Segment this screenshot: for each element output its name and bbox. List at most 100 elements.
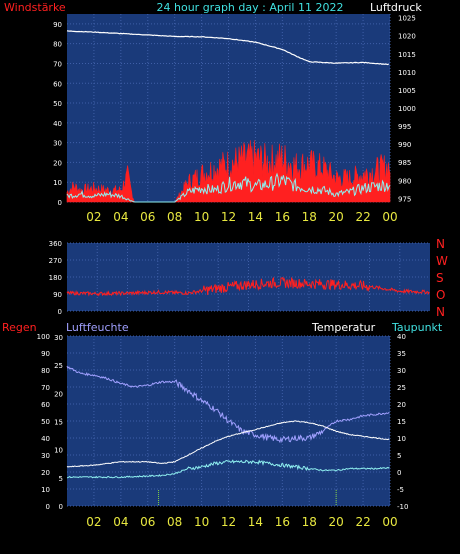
humidity-tick-label: 20 <box>41 469 50 477</box>
x-tick-label: 16 <box>275 210 290 224</box>
temp-tick-label: 15 <box>397 418 406 426</box>
rain-tick-label: 25 <box>54 362 63 370</box>
rain-tick-label: 10 <box>54 447 63 455</box>
humidity-tick-label: 30 <box>41 452 50 460</box>
compass-tick-label: S <box>436 271 444 285</box>
x-tick-label: 06 <box>140 515 155 529</box>
y2-tick-label: 1020 <box>398 33 416 41</box>
x-tick-label: 12 <box>221 515 236 529</box>
y-tick-label: 30 <box>53 140 62 148</box>
regen-axis: 0 10 20 30 40 50 60 70 80 90 100 <box>37 333 50 511</box>
y-tick-label: 90 <box>53 21 62 29</box>
temp-tick-label: 35 <box>397 350 406 358</box>
humidity-series <box>66 365 390 444</box>
wind-direction-series <box>66 276 430 297</box>
y-tick-label: 50 <box>53 100 62 108</box>
y2-tick-label: 1000 <box>398 105 416 113</box>
y-tick-label: 90 <box>53 291 62 299</box>
y-tick-label: 180 <box>49 274 62 282</box>
temp-tick-label: 40 <box>397 333 406 341</box>
humidity-tick-label: 90 <box>41 350 50 358</box>
y2-tick-label: 1005 <box>398 87 416 95</box>
luftdruck-label: Luftdruck <box>370 1 422 14</box>
x-tick-label: 04 <box>113 210 128 224</box>
humidity-tick-label: 100 <box>37 333 50 341</box>
x-tick-label: 18 <box>302 515 317 529</box>
wind-gust-series <box>66 140 391 203</box>
x-tick-label: 08 <box>167 210 182 224</box>
rain-tick-label: 0 <box>59 503 63 511</box>
humidity-tick-label: 70 <box>41 384 50 392</box>
luftfeuchte-label: Luftfeuchte <box>66 321 129 334</box>
rain-tick-label: 15 <box>54 419 63 427</box>
temp-tick-label: -5 <box>397 486 404 494</box>
x-tick-label: 14 <box>248 210 263 224</box>
windstaerke-label: Windstärke <box>4 1 66 14</box>
temp-tick-label: 5 <box>397 452 401 460</box>
wind-direction-grid <box>67 242 430 312</box>
temp-tick-label: 10 <box>397 435 406 443</box>
y2-tick-label: 990 <box>398 141 411 149</box>
y-tick-label: 270 <box>49 257 62 265</box>
pressure-series <box>66 30 389 66</box>
temp-tick-label: -10 <box>397 503 408 511</box>
temp-tick-label: 25 <box>397 384 406 392</box>
y2-tick-label: 985 <box>398 159 411 167</box>
rain-tick-label: 20 <box>54 390 63 398</box>
x-tick-label: 02 <box>86 515 101 529</box>
x-tick-label: 12 <box>221 210 236 224</box>
y2-tick-label: 1010 <box>398 69 416 77</box>
temp-tick-label: 30 <box>397 367 406 375</box>
wind-pressure-x-axis: 02 04 06 08 10 12 14 16 18 20 22 00 <box>86 210 397 224</box>
temp-tick-label: 20 <box>397 401 406 409</box>
y2-tick-label: 995 <box>398 123 411 131</box>
humidity-tick-label: 10 <box>41 486 50 494</box>
direction-degree-axis: 360 270 180 90 0 <box>49 240 62 316</box>
x-tick-label: 10 <box>194 210 209 224</box>
temperature-series <box>66 420 390 468</box>
y2-tick-label: 1025 <box>398 15 416 23</box>
y2-tick-label: 975 <box>398 195 411 203</box>
x-tick-label: 18 <box>302 210 317 224</box>
x-tick-label: 22 <box>355 515 370 529</box>
temp-humidity-series <box>66 365 390 479</box>
x-tick-label: 00 <box>382 515 397 529</box>
dewpoint-series <box>66 459 390 479</box>
rain-tick-label: 30 <box>54 334 63 342</box>
x-tick-label: 14 <box>248 515 263 529</box>
y-tick-label: 60 <box>53 80 62 88</box>
luftdruck-axis: 975 980 985 990 995 1000 1005 1010 1015 1020 1025 <box>398 15 416 204</box>
regen-label: Regen <box>2 321 37 334</box>
compass-tick-label: N <box>436 237 445 251</box>
y-tick-label: 40 <box>53 120 62 128</box>
humidity-tick-label: 80 <box>41 367 50 375</box>
luftfeuchte-axis: 0 5 10 15 20 25 30 <box>54 334 63 511</box>
humidity-tick-label: 0 <box>46 503 50 511</box>
y-tick-label: 20 <box>53 159 62 167</box>
y-tick-label: 360 <box>49 240 62 248</box>
x-tick-label: 20 <box>329 210 344 224</box>
x-tick-label: 06 <box>140 210 155 224</box>
y-tick-label: 10 <box>53 179 62 187</box>
rain-tick-label: 5 <box>59 475 63 483</box>
x-tick-label: 20 <box>329 515 344 529</box>
x-tick-label: 10 <box>194 515 209 529</box>
temp-humidity-grid <box>67 335 391 507</box>
x-tick-label: 16 <box>275 515 290 529</box>
y2-tick-label: 980 <box>398 177 411 185</box>
y-tick-label: 0 <box>58 199 62 207</box>
x-tick-label: 08 <box>167 515 182 529</box>
y-tick-label: 70 <box>53 60 62 68</box>
windstaerke-axis: 0 10 20 30 40 50 60 70 80 90 <box>53 21 62 207</box>
temperatur-label: Temperatur <box>311 321 376 334</box>
x-tick-label: 00 <box>382 210 397 224</box>
humidity-tick-label: 50 <box>41 418 50 426</box>
compass-tick-label: W <box>436 254 448 268</box>
x-tick-label: 04 <box>113 515 128 529</box>
humidity-tick-label: 60 <box>41 401 50 409</box>
y-tick-label: 80 <box>53 41 62 49</box>
temp-humidity-x-axis: 02 04 06 08 10 12 14 16 18 20 22 00 <box>86 515 397 529</box>
temperatur-axis: -10 -5 0 5 10 15 20 25 30 35 40 <box>397 333 408 511</box>
